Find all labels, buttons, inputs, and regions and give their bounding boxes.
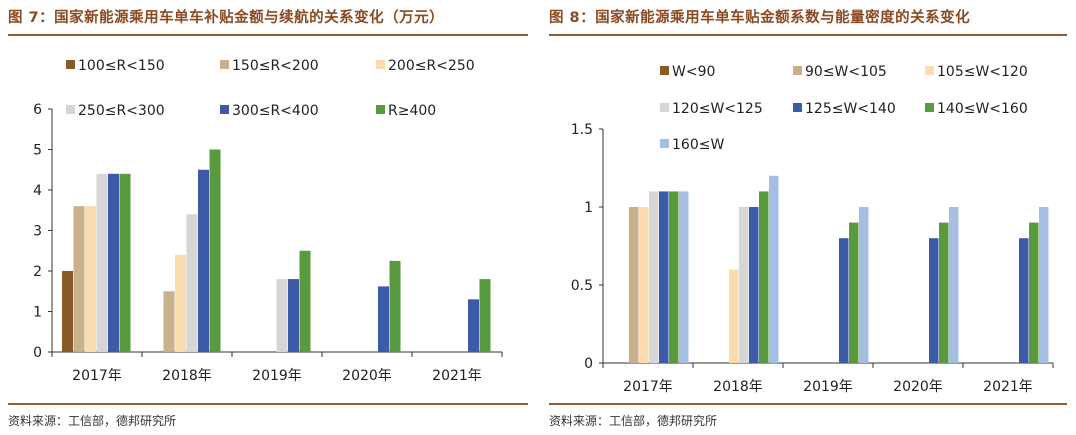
chart-1-legend-swatch <box>66 60 75 69</box>
chart-1-bar-6 <box>119 173 131 352</box>
chart-2-legend-label: 90≤W<105 <box>805 64 887 80</box>
chart-1-legend-label: 300≤R<400 <box>232 103 319 119</box>
chart-2-y-tick-label: 0.5 <box>571 278 593 294</box>
chart-2-y-tick-label: 0 <box>584 356 593 372</box>
chart-1-y-tick-label: 6 <box>33 102 42 118</box>
chart-1-legend-swatch <box>220 60 229 69</box>
chart-1-legend-label: 250≤R<300 <box>78 103 165 119</box>
chart-2-bar-7 <box>859 207 869 363</box>
chart-2-bar-3 <box>639 207 649 363</box>
chart-1-bar-6 <box>209 149 221 352</box>
chart-2-bar-6 <box>849 222 859 363</box>
chart-1-source-rule <box>8 403 528 405</box>
chart-2-bar-5 <box>929 238 939 363</box>
chart-2-bar-7 <box>1039 207 1049 363</box>
chart-2-y-tick-label: 1.5 <box>571 122 593 138</box>
chart-1-legend-swatch <box>220 105 229 114</box>
chart-1-x-tick-label: 2018年 <box>162 368 212 384</box>
chart-1-legend-swatch <box>376 60 385 69</box>
chart-1-bar-4 <box>186 214 198 352</box>
chart-1-legend-label: 200≤R<250 <box>388 58 475 74</box>
chart-2-bar-6 <box>669 191 679 363</box>
chart-2-bar-7 <box>679 191 689 363</box>
chart-1-x-tick-label: 2020年 <box>342 368 392 384</box>
chart-2-source-rule <box>549 403 1067 405</box>
chart-2-legend-swatch <box>925 66 934 75</box>
chart-1-legend-swatch <box>376 105 385 114</box>
chart-1-x-tick-label: 2019年 <box>252 368 302 384</box>
chart-2-source: 资料来源：工信部，德邦研究所 <box>549 414 718 428</box>
chart-2-bar-3 <box>729 269 739 363</box>
chart-1-source: 资料来源：工信部，德邦研究所 <box>8 414 177 428</box>
chart-2-legend-label: 140≤W<160 <box>937 101 1028 117</box>
chart-2-legend-swatch <box>793 66 802 75</box>
chart-2-legend-swatch <box>925 103 934 112</box>
chart-1-bar-4 <box>276 279 288 352</box>
chart-2-x-tick-label: 2019年 <box>803 379 853 395</box>
chart-2-bar-7 <box>769 175 779 363</box>
chart-1-y-tick-label: 5 <box>33 143 42 159</box>
chart-1-bar-6 <box>389 260 401 352</box>
chart-1-x-tick-label: 2021年 <box>432 368 482 384</box>
chart-1-bar-5 <box>468 299 479 352</box>
chart-2-legend-label: W<90 <box>672 64 715 80</box>
chart-2-legend-label: 125≤W<140 <box>805 101 896 117</box>
chart-2-bar-4 <box>649 191 659 363</box>
chart-2-legend-swatch <box>660 66 669 75</box>
chart-1-bar-5 <box>288 279 299 352</box>
chart-2-bar-4 <box>739 207 749 363</box>
chart-1-y-tick-label: 4 <box>33 183 42 199</box>
chart-2-x-tick-label: 2018年 <box>713 379 763 395</box>
chart-1-bar-5 <box>198 169 209 352</box>
chart-1-x-tick-label: 2017年 <box>72 368 122 384</box>
chart-1-legend-label: 150≤R<200 <box>232 58 319 74</box>
chart-2-bar-5 <box>749 207 759 363</box>
chart-1-bar-2 <box>73 206 85 352</box>
chart-2-legend-label: 160≤W <box>672 137 724 153</box>
chart-2-y-tick-label: 1 <box>584 200 593 216</box>
chart-1-y-tick-label: 1 <box>33 305 42 321</box>
chart-2-x-tick-label: 2017年 <box>623 379 673 395</box>
chart-1-bar-2 <box>163 291 175 352</box>
chart-1-y-tick-label: 0 <box>33 345 42 361</box>
chart-1-legend-label: R≥400 <box>388 103 436 119</box>
chart-1-bar-3 <box>85 206 96 352</box>
chart-2-bar-5 <box>659 191 669 363</box>
chart-1-legend-swatch <box>66 105 75 114</box>
chart-2-legend-swatch <box>660 139 669 148</box>
chart-1-bar-5 <box>378 286 389 352</box>
chart-1-y-tick-label: 2 <box>33 264 42 280</box>
chart-2-legend-swatch <box>793 103 802 112</box>
chart-1-legend-label: 100≤R<150 <box>78 58 165 74</box>
chart-1-bar-1 <box>62 271 73 352</box>
chart-2-title: 图 8：国家新能源乘用车单车贴金额系数与能量密度的关系变化 <box>549 10 971 26</box>
chart-1-y-tick-label: 3 <box>33 224 42 240</box>
chart-1-bar-5 <box>108 173 119 352</box>
chart-1-bar-3 <box>175 254 186 352</box>
chart-2-bar-7 <box>949 207 959 363</box>
chart-1-title-rule <box>8 34 528 36</box>
chart-2-legend-label: 105≤W<120 <box>937 64 1028 80</box>
chart-2-title-rule <box>549 34 1067 36</box>
chart-2-bar-2 <box>629 207 639 363</box>
chart-2-bar-6 <box>759 191 769 363</box>
chart-2-bar-6 <box>939 222 949 363</box>
chart-1-title: 图 7：国家新能源乘用车单车补贴金额与续航的关系变化（万元） <box>8 10 445 26</box>
chart-1-bar-4 <box>96 173 108 352</box>
chart-2-bar-5 <box>839 238 849 363</box>
chart-2-bar-5 <box>1019 238 1029 363</box>
chart-1-bar-6 <box>299 250 311 352</box>
chart-2-bar-6 <box>1029 222 1039 363</box>
chart-1-bar-6 <box>479 279 491 352</box>
chart-2-x-tick-label: 2020年 <box>893 379 943 395</box>
chart-2-legend-swatch <box>660 103 669 112</box>
chart-2-legend-label: 120≤W<125 <box>672 101 763 117</box>
chart-2-x-tick-label: 2021年 <box>983 379 1033 395</box>
